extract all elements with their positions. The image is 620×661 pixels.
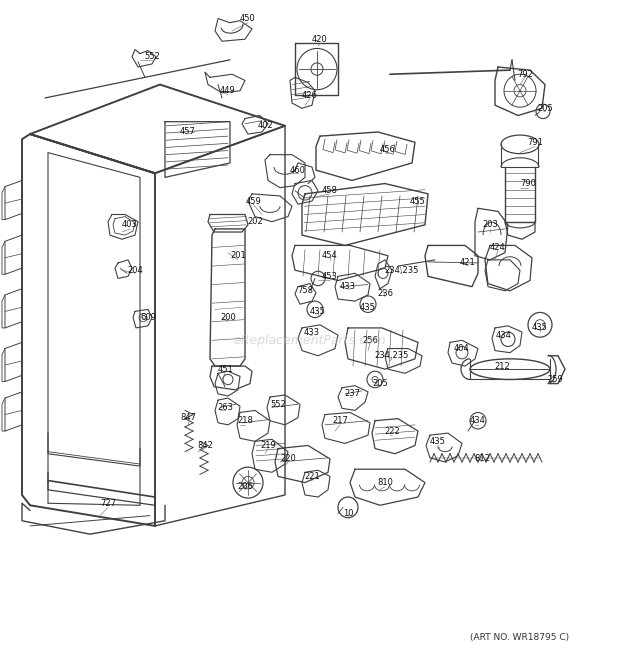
Text: eReplacementParts.com: eReplacementParts.com <box>234 334 386 347</box>
Text: 404: 404 <box>454 344 470 353</box>
Text: 426: 426 <box>302 91 318 100</box>
Text: 234,235: 234,235 <box>375 351 409 360</box>
Text: 552: 552 <box>144 52 160 61</box>
Text: 206: 206 <box>237 483 253 491</box>
Text: 220: 220 <box>280 454 296 463</box>
Text: 454: 454 <box>322 251 338 260</box>
Text: 219: 219 <box>260 441 276 450</box>
Text: 810: 810 <box>377 478 393 487</box>
Text: 433: 433 <box>304 328 320 336</box>
Text: 435: 435 <box>360 303 376 312</box>
Text: 212: 212 <box>494 362 510 371</box>
Text: 456: 456 <box>380 145 396 154</box>
Text: 792: 792 <box>517 70 533 79</box>
Text: 451: 451 <box>217 365 233 373</box>
Text: 433: 433 <box>340 282 356 292</box>
Text: 263: 263 <box>217 403 233 412</box>
Text: 237: 237 <box>344 389 360 399</box>
Text: 455: 455 <box>410 196 426 206</box>
Text: 202: 202 <box>247 217 263 226</box>
Text: 842: 842 <box>197 441 213 450</box>
Text: 259: 259 <box>547 375 563 384</box>
Text: 460: 460 <box>290 166 306 175</box>
Text: 812: 812 <box>474 454 490 463</box>
Text: 453: 453 <box>322 272 338 281</box>
Text: 201: 201 <box>230 251 246 260</box>
Text: 402: 402 <box>257 122 273 130</box>
Text: 421: 421 <box>460 258 476 268</box>
Text: 609: 609 <box>140 313 156 322</box>
Text: 234,235: 234,235 <box>385 266 419 275</box>
Text: 435: 435 <box>532 323 548 332</box>
Text: 200: 200 <box>220 313 236 322</box>
Text: 434: 434 <box>496 330 512 340</box>
Text: 459: 459 <box>245 196 261 206</box>
Text: 434: 434 <box>470 416 486 425</box>
Text: 221: 221 <box>304 472 320 481</box>
Text: 790: 790 <box>520 179 536 188</box>
Text: 205: 205 <box>537 104 553 113</box>
Text: 218: 218 <box>237 416 253 425</box>
Text: 450: 450 <box>240 14 256 23</box>
Text: 420: 420 <box>312 34 328 44</box>
Text: 449: 449 <box>220 86 236 95</box>
Text: 424: 424 <box>490 243 506 252</box>
Text: 435: 435 <box>310 307 326 316</box>
Text: (ART NO. WR18795 C): (ART NO. WR18795 C) <box>471 633 570 642</box>
Text: 727: 727 <box>100 499 116 508</box>
Text: 403: 403 <box>122 220 138 229</box>
Text: 217: 217 <box>332 416 348 425</box>
Text: 552: 552 <box>270 400 286 408</box>
Text: 204: 204 <box>127 266 143 275</box>
Text: 758: 758 <box>297 286 313 295</box>
Text: 203: 203 <box>482 220 498 229</box>
Text: 847: 847 <box>180 413 196 422</box>
Text: 458: 458 <box>322 186 338 195</box>
Text: 236: 236 <box>377 290 393 298</box>
Text: 205: 205 <box>372 379 388 388</box>
Text: 435: 435 <box>430 437 446 446</box>
Text: 256: 256 <box>362 336 378 345</box>
Text: 222: 222 <box>384 426 400 436</box>
Text: 791: 791 <box>527 137 543 147</box>
Text: 457: 457 <box>180 128 196 136</box>
Text: 10: 10 <box>343 509 353 518</box>
